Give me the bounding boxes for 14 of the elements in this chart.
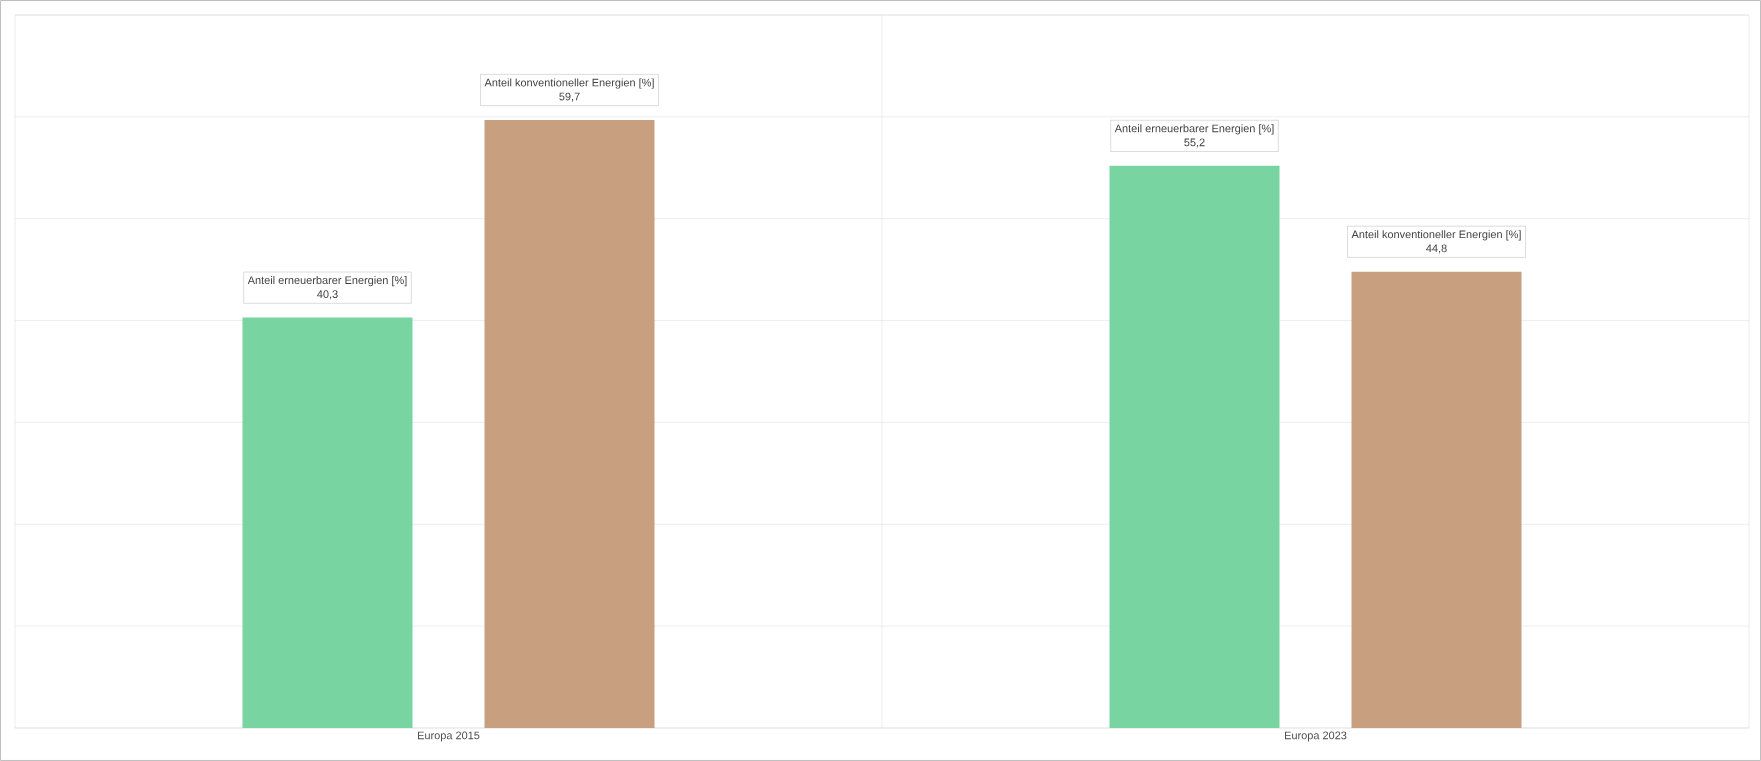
x-tick-label: Europa 2015	[418, 731, 480, 742]
text: Anteil konventioneller Energien [%]	[484, 78, 654, 89]
bar	[1109, 165, 1280, 728]
text: Anteil erneuerbarer Energien [%]	[1114, 124, 1274, 135]
bar	[484, 119, 655, 728]
data-label: 59,7	[559, 92, 580, 102]
bar	[242, 317, 413, 728]
x-tick-label: Europa 2023	[1285, 731, 1347, 742]
text: Anteil erneuerbarer Energien [%]	[247, 276, 407, 287]
data-label: 55,2	[1184, 138, 1205, 148]
data-label: 44,8	[1426, 244, 1447, 254]
data-label: 40,3	[317, 290, 338, 300]
bar	[1351, 271, 1522, 728]
text: Anteil konventioneller Energien [%]	[1351, 230, 1521, 241]
